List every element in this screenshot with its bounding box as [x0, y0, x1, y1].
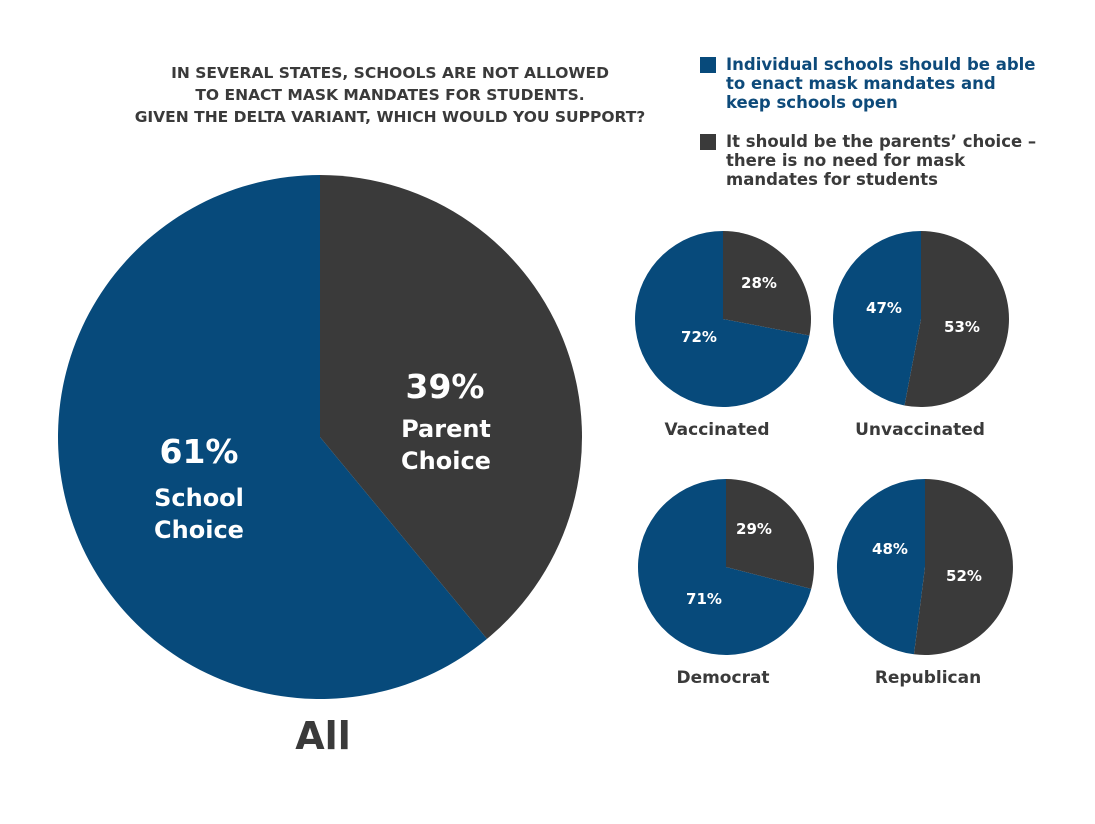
republican-school-slice: [836, 478, 925, 655]
title-line-1: IN SEVERAL STATES, SCHOOLS ARE NOT ALLOW…: [171, 64, 609, 82]
republican-parent-pct: 52%: [946, 567, 982, 585]
vaccinated-school-slice: [634, 231, 810, 407]
main-pie-parent-slice: [320, 175, 582, 639]
legend-swatch-school: [700, 57, 716, 73]
pie-unvaccinated: 47% 53% Unvaccinated: [833, 231, 1010, 440]
main-school-label-line-2: Choice: [154, 516, 244, 544]
unvaccinated-school-slice: [833, 231, 921, 406]
chart-title: IN SEVERAL STATES, SCHOOLS ARE NOT ALLOW…: [135, 64, 646, 126]
republican-parent-slice: [913, 479, 1013, 655]
main-parent-pct-label: 39%: [406, 367, 485, 406]
unvaccinated-parent-pct: 53%: [944, 318, 980, 336]
vaccinated-school-pct: 72%: [681, 328, 717, 346]
legend: Individual schools should be able to ena…: [700, 55, 1036, 189]
legend-school-line-2: to enact mask mandates and: [726, 74, 996, 93]
republican-caption: Republican: [875, 668, 981, 688]
main-parent-label-line-1: Parent: [401, 415, 491, 443]
legend-parent-line-3: mandates for students: [726, 170, 938, 189]
legend-parent-line-2: there is no need for mask: [726, 151, 966, 170]
main-school-pct-label: 61%: [160, 432, 239, 471]
pie-vaccinated: 72% 28% Vaccinated: [634, 231, 811, 440]
title-line-3: GIVEN THE DELTA VARIANT, WHICH WOULD YOU…: [135, 108, 646, 126]
main-pie-caption: All: [295, 714, 350, 758]
democrat-school-pct: 71%: [686, 590, 722, 608]
unvaccinated-parent-slice: [904, 231, 1010, 407]
main-pie-school-slice: [57, 175, 488, 699]
main-pie: 61% School Choice 39% Parent Choice All: [57, 175, 582, 758]
main-school-label-line-1: School: [154, 484, 244, 512]
vaccinated-caption: Vaccinated: [664, 420, 769, 440]
pie-republican: 48% 52% Republican: [836, 478, 1013, 688]
legend-swatch-parent: [700, 134, 716, 150]
main-parent-label-line-2: Choice: [401, 447, 491, 475]
democrat-school-slice: [638, 479, 812, 655]
pie-democrat: 71% 29% Democrat: [638, 479, 815, 688]
unvaccinated-caption: Unvaccinated: [855, 420, 985, 440]
democrat-parent-slice: [726, 479, 815, 589]
title-line-2: TO ENACT MASK MANDATES FOR STUDENTS.: [195, 86, 584, 104]
legend-school-line-1: Individual schools should be able: [726, 55, 1036, 74]
legend-parent-line-1: It should be the parents’ choice –: [726, 132, 1036, 151]
legend-school-line-3: keep schools open: [726, 93, 898, 112]
democrat-caption: Democrat: [676, 668, 769, 688]
unvaccinated-school-pct: 47%: [866, 299, 902, 317]
democrat-parent-pct: 29%: [736, 520, 772, 538]
vaccinated-parent-pct: 28%: [741, 274, 777, 292]
vaccinated-parent-slice: [723, 231, 811, 336]
republican-school-pct: 48%: [872, 540, 908, 558]
